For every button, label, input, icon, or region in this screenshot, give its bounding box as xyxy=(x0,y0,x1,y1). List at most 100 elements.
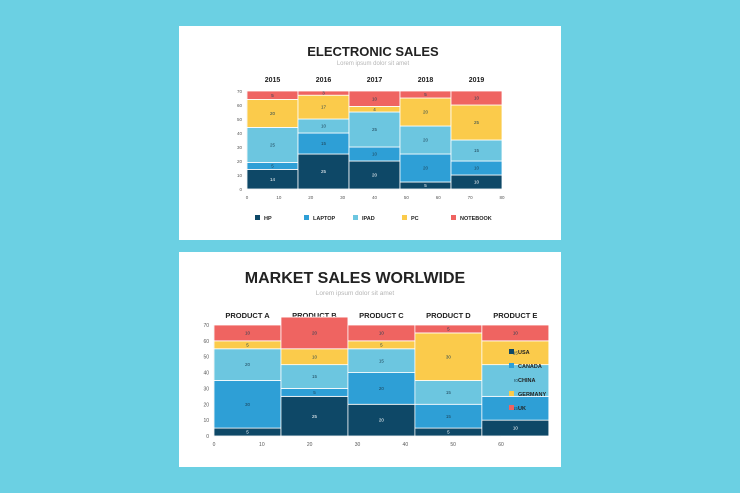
data-label: 5 xyxy=(447,327,450,332)
data-label: 20 xyxy=(312,331,318,336)
legend-swatch xyxy=(402,215,407,220)
market-sales-card: MARKET SALES WORLWIDE Lorem ipsum dolor s… xyxy=(179,252,561,467)
category-label: 2016 xyxy=(316,77,332,84)
data-label: 20 xyxy=(245,362,251,367)
data-label: 3 xyxy=(322,91,325,96)
data-label: 20 xyxy=(270,111,276,116)
legend-label: USA xyxy=(518,350,530,356)
category-label: PRODUCT C xyxy=(359,311,404,320)
legend-label: HP xyxy=(264,216,272,222)
data-label: 5 xyxy=(447,430,450,435)
legend-swatch xyxy=(509,405,514,410)
y-tick-label: 0 xyxy=(206,434,209,440)
x-tick-label: 30 xyxy=(355,442,361,448)
x-tick-label: 20 xyxy=(307,442,313,448)
bar-segment xyxy=(481,364,550,397)
category-label: PRODUCT D xyxy=(426,311,471,320)
data-label: 10 xyxy=(312,354,318,359)
data-label: 5 xyxy=(424,92,427,97)
legend-label: IPAD xyxy=(362,216,375,222)
data-label: 5 xyxy=(271,164,274,169)
bar-segment xyxy=(246,127,299,163)
data-label: 5 xyxy=(424,183,427,188)
y-tick-label: 40 xyxy=(237,131,243,136)
y-tick-label: 70 xyxy=(237,89,243,94)
bar-segment xyxy=(213,380,282,429)
data-label: 15 xyxy=(312,374,318,379)
y-tick-label: 10 xyxy=(237,173,243,178)
data-label: 5 xyxy=(271,93,274,98)
legend-label: CANADA xyxy=(518,364,542,370)
x-tick-label: 0 xyxy=(213,442,216,448)
legend-swatch xyxy=(353,215,358,220)
data-label: 10 xyxy=(379,331,385,336)
data-label: 5 xyxy=(246,342,249,347)
data-label: 15 xyxy=(379,358,385,363)
data-label: 25 xyxy=(270,143,276,148)
x-tick-label: 10 xyxy=(276,195,282,200)
data-label: 25 xyxy=(312,414,318,419)
data-label: 20 xyxy=(513,378,519,383)
y-tick-label: 10 xyxy=(203,418,209,424)
data-label: 15 xyxy=(446,390,452,395)
category-label: PRODUCT E xyxy=(493,311,537,320)
chart-subtitle: Lorem ipsum dolor sit amet xyxy=(337,61,410,67)
legend-swatch xyxy=(304,215,309,220)
data-label: 10 xyxy=(372,152,378,157)
electronic-sales-card: ELECTRONIC SALES Lorem ipsum dolor sit am… xyxy=(179,26,561,240)
bar-segment xyxy=(347,372,416,405)
legend-label: PC xyxy=(411,216,419,222)
y-tick-label: 50 xyxy=(237,117,243,122)
y-tick-label: 40 xyxy=(203,371,209,377)
data-label: 25 xyxy=(474,120,480,125)
data-label: 20 xyxy=(423,138,429,143)
legend-swatch xyxy=(255,215,260,220)
data-label: 25 xyxy=(372,127,378,132)
data-label: 14 xyxy=(270,177,276,182)
data-label: 20 xyxy=(372,173,378,178)
y-tick-label: 60 xyxy=(203,339,209,345)
category-label: 2018 xyxy=(418,77,434,84)
bar-segment xyxy=(481,324,550,342)
data-label: 25 xyxy=(321,169,327,174)
data-label: 10 xyxy=(474,180,480,185)
bar-segment xyxy=(399,153,452,183)
y-tick-label: 20 xyxy=(203,402,209,408)
data-label: 5 xyxy=(380,342,383,347)
legend-label: UK xyxy=(518,406,526,412)
y-tick-label: 0 xyxy=(239,187,242,192)
legend-label: LAPTOP xyxy=(313,216,336,222)
x-tick-label: 70 xyxy=(468,195,474,200)
electronic-sales-chart: ELECTRONIC SALES Lorem ipsum dolor sit am… xyxy=(237,44,505,222)
data-label: 30 xyxy=(245,402,251,407)
data-label: 15 xyxy=(474,148,480,153)
category-label: 2015 xyxy=(265,77,281,84)
legend-label: GERMANY xyxy=(518,392,546,398)
legend-swatch xyxy=(509,363,514,368)
y-tick-label: 20 xyxy=(237,159,243,164)
data-label: 20 xyxy=(379,386,385,391)
y-tick-label: 70 xyxy=(203,323,209,329)
x-tick-label: 40 xyxy=(403,442,409,448)
y-tick-label: 60 xyxy=(237,103,243,108)
bar-segment xyxy=(348,111,401,148)
category-label: PRODUCT A xyxy=(225,311,270,320)
y-tick-label: 30 xyxy=(237,145,243,150)
data-label: 5 xyxy=(246,430,249,435)
x-tick-label: 40 xyxy=(372,195,378,200)
data-label: 10 xyxy=(474,96,480,101)
bar-segment xyxy=(399,125,452,155)
x-tick-label: 20 xyxy=(308,195,314,200)
x-tick-label: 10 xyxy=(259,442,265,448)
chart-subtitle: Lorem ipsum dolor sit amet xyxy=(316,290,395,297)
chart-title: MARKET SALES WORLWIDE xyxy=(245,270,466,287)
category-label: PRODUCT B xyxy=(292,311,337,320)
data-label: 10 xyxy=(245,331,251,336)
legend-swatch xyxy=(451,215,456,220)
x-tick-label: 60 xyxy=(498,442,504,448)
bar-segment xyxy=(280,316,349,350)
category-label: 2017 xyxy=(367,77,383,84)
data-label: 4 xyxy=(373,107,376,112)
x-tick-label: 60 xyxy=(436,195,442,200)
bar-segment xyxy=(347,403,416,437)
